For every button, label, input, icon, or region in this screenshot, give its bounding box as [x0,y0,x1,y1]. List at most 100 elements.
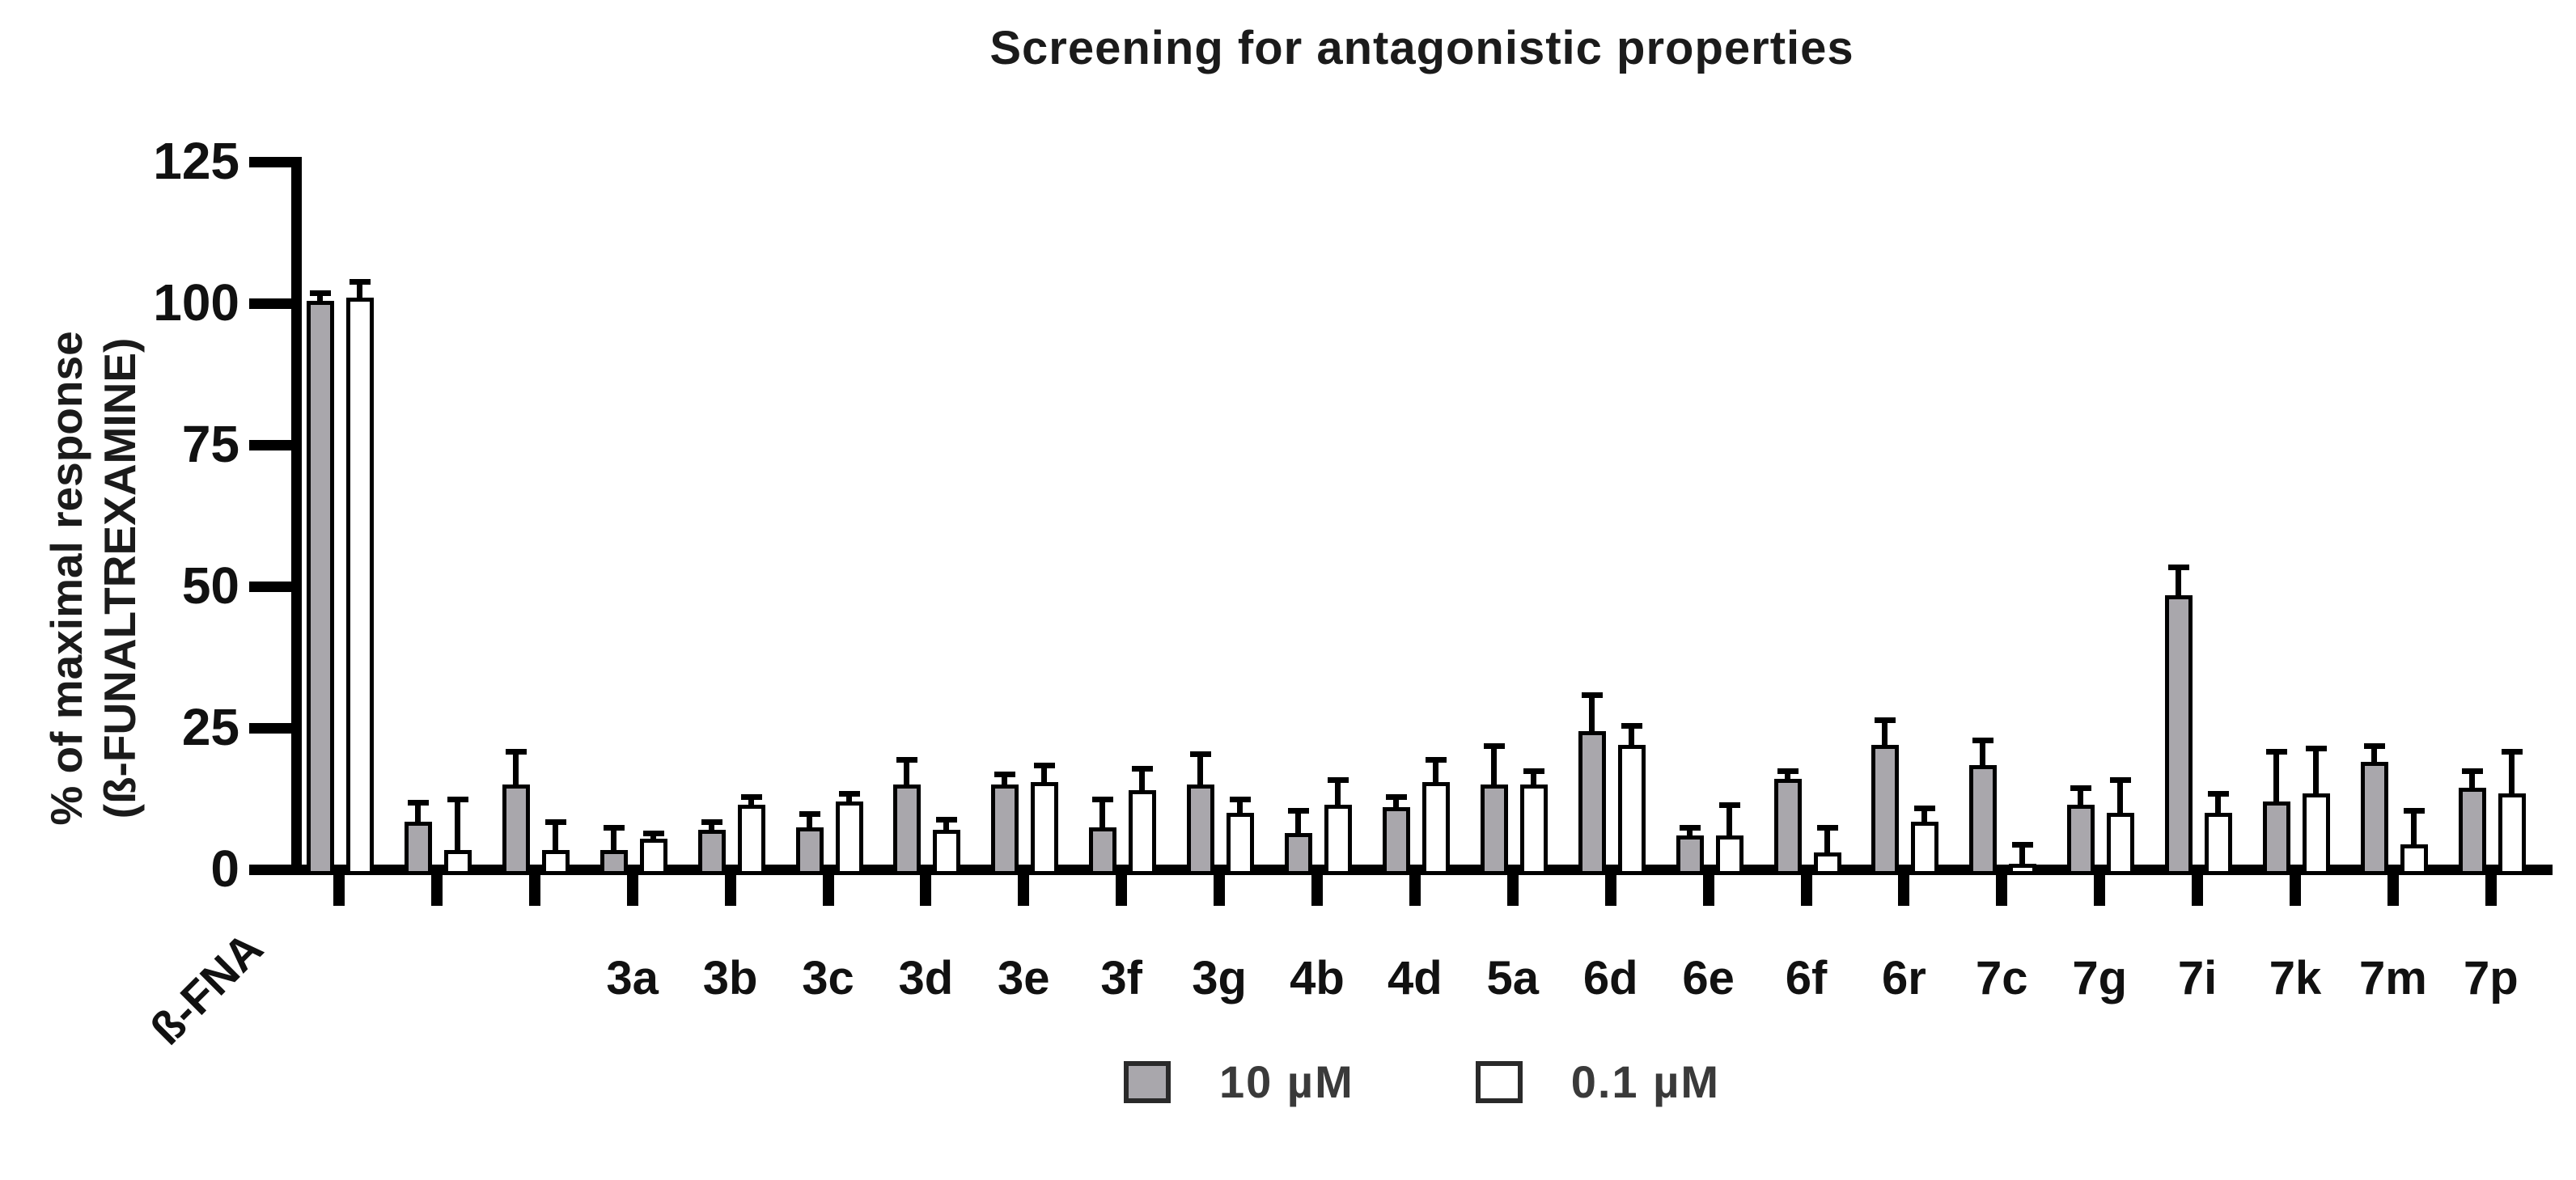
bar-10 µM-7k [2263,801,2290,875]
bar-10 µM-7i [2165,594,2193,875]
error-bar-10 µM-blank2 [512,753,519,793]
legend-label-10uM: 10 µM [1218,1056,1354,1107]
bar-0.1 µM-ß-FNA [346,298,374,875]
x-tick-6d [1604,869,1616,906]
error-bar-10 µM-7g [2078,790,2084,813]
error-bar-0.1 µM-7m [2410,813,2417,852]
x-label-7k: 7k [2269,952,2322,1004]
error-cap-0.1 µM-blank2 [544,819,566,825]
error-cap-10 µM-7m [2363,742,2385,749]
error-cap-10 µM-4d [1385,793,1407,800]
x-label-4b: 4b [1290,952,1345,1004]
bar-10 µM-7c [1969,764,1998,875]
x-label-6e: 6e [1682,952,1735,1004]
x-tick-4d [1409,869,1421,906]
error-cap-0.1 µM-4b [1328,776,1349,783]
error-bar-10 µM-5a [1490,747,1497,793]
error-bar-0.1 µM-ß-FNA [357,283,362,306]
x-tick-5a [1506,869,1519,906]
error-cap-10 µM-3b [701,819,722,825]
error-bar-0.1 µM-7c [2019,847,2026,872]
bar-10 µM-3g [1187,785,1215,875]
bar-0.1 µM-blank2 [541,849,570,875]
error-bar-10 µM-3e [1002,776,1008,793]
x-label-5a: 5a [1486,952,1540,1004]
x-tick-7i [2192,869,2204,906]
bar-10 µM-6r [1871,745,1900,875]
x-tick-6f [1800,869,1812,906]
bar-0.1 µM-3d [933,830,961,875]
error-bar-10 µM-7i [2176,569,2182,603]
error-bar-0.1 µM-6e [1726,807,1732,844]
bar-0.1 µM-4b [1324,804,1352,875]
error-cap-10 µM-ß-FNA [310,290,331,296]
error-cap-0.1 µM-3d [936,816,958,823]
bar-10 µM-3c [795,827,824,875]
y-tick-50 [249,582,298,592]
x-label-3f: 3f [1100,952,1142,1004]
error-bar-0.1 µM-5a [1530,773,1536,793]
error-cap-10 µM-7p [2461,768,2483,774]
bar-10 µM-3d [893,785,922,875]
error-cap-0.1 µM-5a [1523,768,1544,774]
error-bar-0.1 µM-4b [1335,781,1341,813]
x-label-bfna: ß-FNA [140,922,273,1055]
y-tick-label-75: 75 [181,415,239,473]
bar-0.1 µM-3f [1129,790,1157,875]
bar-10 µM-6d [1578,730,1606,875]
error-cap-0.1 µM-6d [1621,723,1642,729]
legend-label-0p1uM: 0.1 µM [1570,1056,1721,1107]
error-cap-10 µM-3f [1092,797,1114,802]
x-tick-7c [1996,869,2008,906]
error-bar-10 µM-7k [2273,753,2279,810]
x-tick-ß-FNA [333,869,345,906]
x-label-3a: 3a [606,952,659,1004]
bar-0.1 µM-4d [1421,781,1450,875]
error-cap-10 µM-7g [2070,785,2092,791]
bar-10 µM-7g [2067,804,2095,875]
bar-10 µM-7m [2360,762,2388,875]
bar-0.1 µM-6e [1715,835,1743,875]
legend-swatch-10uM [1123,1060,1171,1103]
y-tick-100 [249,298,298,309]
error-cap-10 µM-6d [1581,692,1603,698]
x-label-7m: 7m [2358,952,2427,1004]
x-tick-3c [822,869,834,906]
error-cap-10 µM-3g [1190,751,1212,757]
legend-swatch-0p1uM [1475,1060,1523,1103]
error-cap-0.1 µM-4d [1425,757,1447,763]
bar-10 µM-4b [1285,832,1312,875]
x-label-3c: 3c [802,952,854,1004]
y-tick-125 [249,157,298,167]
error-cap-0.1 µM-7i [2208,791,2230,797]
error-bar-0.1 µM-3f [1139,770,1146,798]
error-bar-0.1 µM-6r [1921,810,1928,830]
error-bar-10 µM-4d [1392,798,1399,815]
x-tick-3f [1116,869,1128,906]
bar-0.1 µM-3b [737,804,765,875]
x-tick-blank2 [528,869,540,906]
error-cap-0.1 µM-7k [2306,746,2327,751]
error-cap-10 µM-blank2 [505,748,527,755]
bar-0.1 µM-3g [1227,813,1255,875]
x-label-6r: 6r [1881,952,1926,1004]
bar-10 µM-7p [2458,787,2486,875]
x-tick-3b [724,869,736,906]
error-cap-0.1 µM-6r [1914,805,1936,811]
error-bar-0.1 µM-7i [2215,796,2222,821]
error-cap-10 µM-7i [2168,565,2190,570]
bar-10 µM-4d [1382,807,1410,875]
error-bar-10 µM-3c [806,815,812,835]
x-label-7c: 7c [1976,952,2028,1004]
error-cap-0.1 µM-3b [740,793,762,800]
x-label-7p: 7p [2463,952,2519,1004]
x-label-4d: 4d [1388,952,1443,1004]
bar-0.1 µM-7g [2107,813,2135,875]
bar-10 µM-blank2 [502,785,530,875]
x-tick-3e [1018,869,1030,906]
bar-10 µM-6e [1676,835,1704,875]
bar-0.1 µM-6d [1617,745,1646,875]
x-tick-3g [1214,869,1226,906]
y-tick-label-50: 50 [181,556,239,615]
